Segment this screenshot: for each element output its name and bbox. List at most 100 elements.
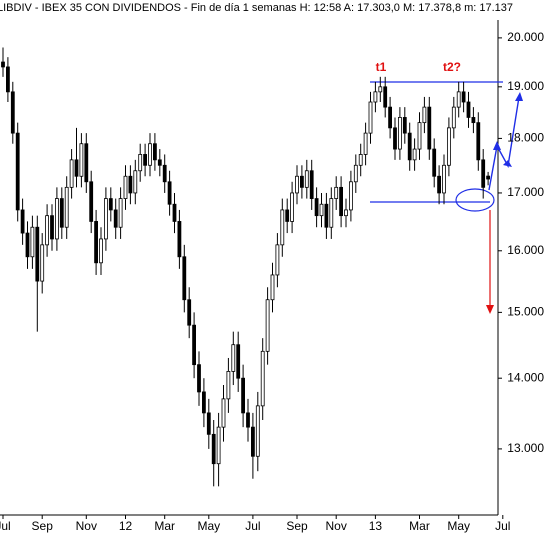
candle-body [388, 106, 393, 129]
candle-body [216, 426, 221, 465]
candle-body [157, 159, 162, 166]
candle-body [55, 198, 59, 240]
candle-body [486, 175, 491, 180]
candle-body [451, 106, 456, 129]
y-tick-label: 18.000 [507, 131, 544, 145]
candle-body [393, 127, 397, 150]
candle-body [402, 117, 407, 134]
candle-body [118, 198, 123, 228]
candle-body [309, 170, 314, 199]
x-tick-label: Sep [32, 519, 54, 533]
candle-body [275, 244, 280, 276]
x-tick-label: Jul [0, 519, 11, 533]
x-tick-label: Mar [154, 519, 175, 533]
candle-body [226, 371, 231, 400]
candle-body [432, 148, 437, 177]
candle-body [138, 154, 143, 172]
x-tick-label: 12 [119, 519, 133, 533]
candle-body [339, 186, 344, 217]
candle-body [295, 175, 299, 194]
y-tick-label: 17.000 [507, 185, 544, 199]
candle-body [10, 91, 15, 134]
candle-body [363, 132, 368, 155]
x-tick-label: Mar [409, 519, 430, 533]
candle-body [246, 412, 250, 428]
candle-body [280, 209, 285, 246]
candle-body [231, 344, 236, 372]
candle-body [25, 232, 30, 258]
candle-body [50, 215, 54, 240]
candle-body [348, 181, 353, 211]
candle-body [422, 106, 427, 124]
annotation: t1 [376, 60, 387, 74]
candle-body [368, 101, 373, 134]
candle-body [481, 159, 486, 188]
candle-body [476, 122, 481, 161]
candle-body [378, 86, 383, 93]
candle-body [461, 91, 466, 103]
candle-body [167, 181, 172, 205]
candle-body [250, 426, 255, 457]
candle-body [442, 164, 446, 194]
candle-body [319, 203, 324, 217]
candle-body [79, 143, 84, 177]
candle-body [15, 132, 20, 211]
candle-body [69, 159, 74, 188]
candle-body [265, 299, 270, 352]
candle-body [437, 175, 442, 194]
candle-body [417, 122, 422, 150]
arrow-head [486, 305, 494, 314]
candle-body [201, 391, 206, 414]
annotation: t2? [443, 60, 461, 74]
candle-body [177, 221, 182, 258]
arrow-head [493, 141, 501, 150]
candle-body [353, 164, 358, 183]
candle-body [285, 209, 290, 222]
y-tick-label: 16.000 [507, 243, 544, 257]
candle-body [358, 154, 363, 166]
candle-body [74, 159, 79, 177]
candle-body [59, 198, 64, 228]
x-tick-label: May [447, 519, 470, 533]
y-tick-label: 20.000 [507, 30, 544, 44]
candle-body [20, 209, 25, 234]
candle-body [383, 86, 388, 108]
candle-body [427, 106, 432, 150]
arrow-head [503, 160, 512, 167]
candle-body [40, 244, 45, 282]
projection-up [488, 96, 520, 191]
candle-body [123, 175, 128, 199]
candle-body [172, 203, 177, 222]
candle-body [187, 299, 192, 326]
candle-body [108, 198, 113, 211]
candle-body [6, 66, 10, 93]
candle-body [113, 209, 118, 228]
candle-body [89, 181, 94, 222]
candle-body [260, 350, 265, 407]
candle-body [152, 143, 157, 161]
candle-body [30, 226, 35, 258]
candle-body [182, 256, 187, 301]
candle-body [334, 186, 339, 199]
candle-body [241, 377, 246, 414]
candle-body [299, 175, 304, 188]
candle-body [314, 198, 319, 217]
candle-body [211, 433, 216, 465]
candle-body [35, 226, 40, 282]
candle-body [412, 148, 417, 161]
candle-body [221, 398, 226, 428]
highlight-ellipse [455, 188, 495, 212]
x-tick-label: Sep [286, 519, 308, 533]
candle-body [143, 154, 148, 166]
arrow-head [515, 92, 523, 101]
x-tick-label: May [197, 519, 220, 533]
candle-body [236, 344, 241, 379]
candle-body [162, 164, 167, 183]
candle-body [148, 143, 152, 166]
candle-body [456, 91, 461, 108]
y-tick-label: 14.000 [507, 370, 544, 384]
candle-body [255, 405, 260, 457]
candle-body [466, 101, 471, 118]
